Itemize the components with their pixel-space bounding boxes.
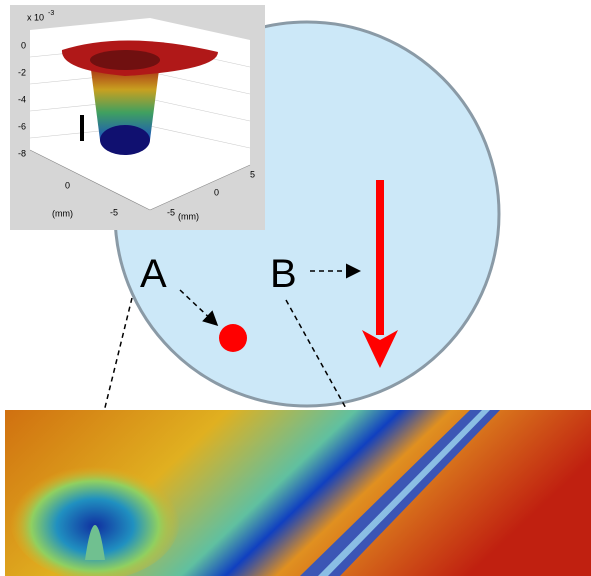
z-tick-label: -6 <box>18 121 26 131</box>
indent-point <box>219 324 247 352</box>
z-tick-label: 0 <box>21 40 26 50</box>
y-tick-label: 5 <box>250 169 255 179</box>
z-tick-label: -2 <box>18 67 26 77</box>
x-tick-label: -5 <box>110 207 118 217</box>
surface-image <box>5 410 591 576</box>
z-exponent: -3 <box>48 10 54 17</box>
z-scale: x 10 <box>27 12 44 22</box>
label-b: B <box>270 252 297 296</box>
label-a: A <box>140 252 167 296</box>
z-tick-label: -4 <box>18 94 26 104</box>
figure: x 10 -3 0-2-4-6-8 0 -5 (mm) 5 0 -5 (mm) … <box>0 0 591 576</box>
x-tick-label: 0 <box>65 180 70 190</box>
inset-plot: x 10 -3 0 -2 -4 -6 -8 0 -5 (mm) 5 0 -5 (mm) <box>10 5 265 230</box>
y-tick-label: -5 <box>167 207 175 217</box>
y-axis-unit: (mm) <box>178 211 199 221</box>
y-tick-label: 0 <box>214 187 219 197</box>
x-axis-unit: (mm) <box>52 208 73 218</box>
z-tick-label: -8 <box>18 148 26 158</box>
scale-bar <box>80 115 84 141</box>
